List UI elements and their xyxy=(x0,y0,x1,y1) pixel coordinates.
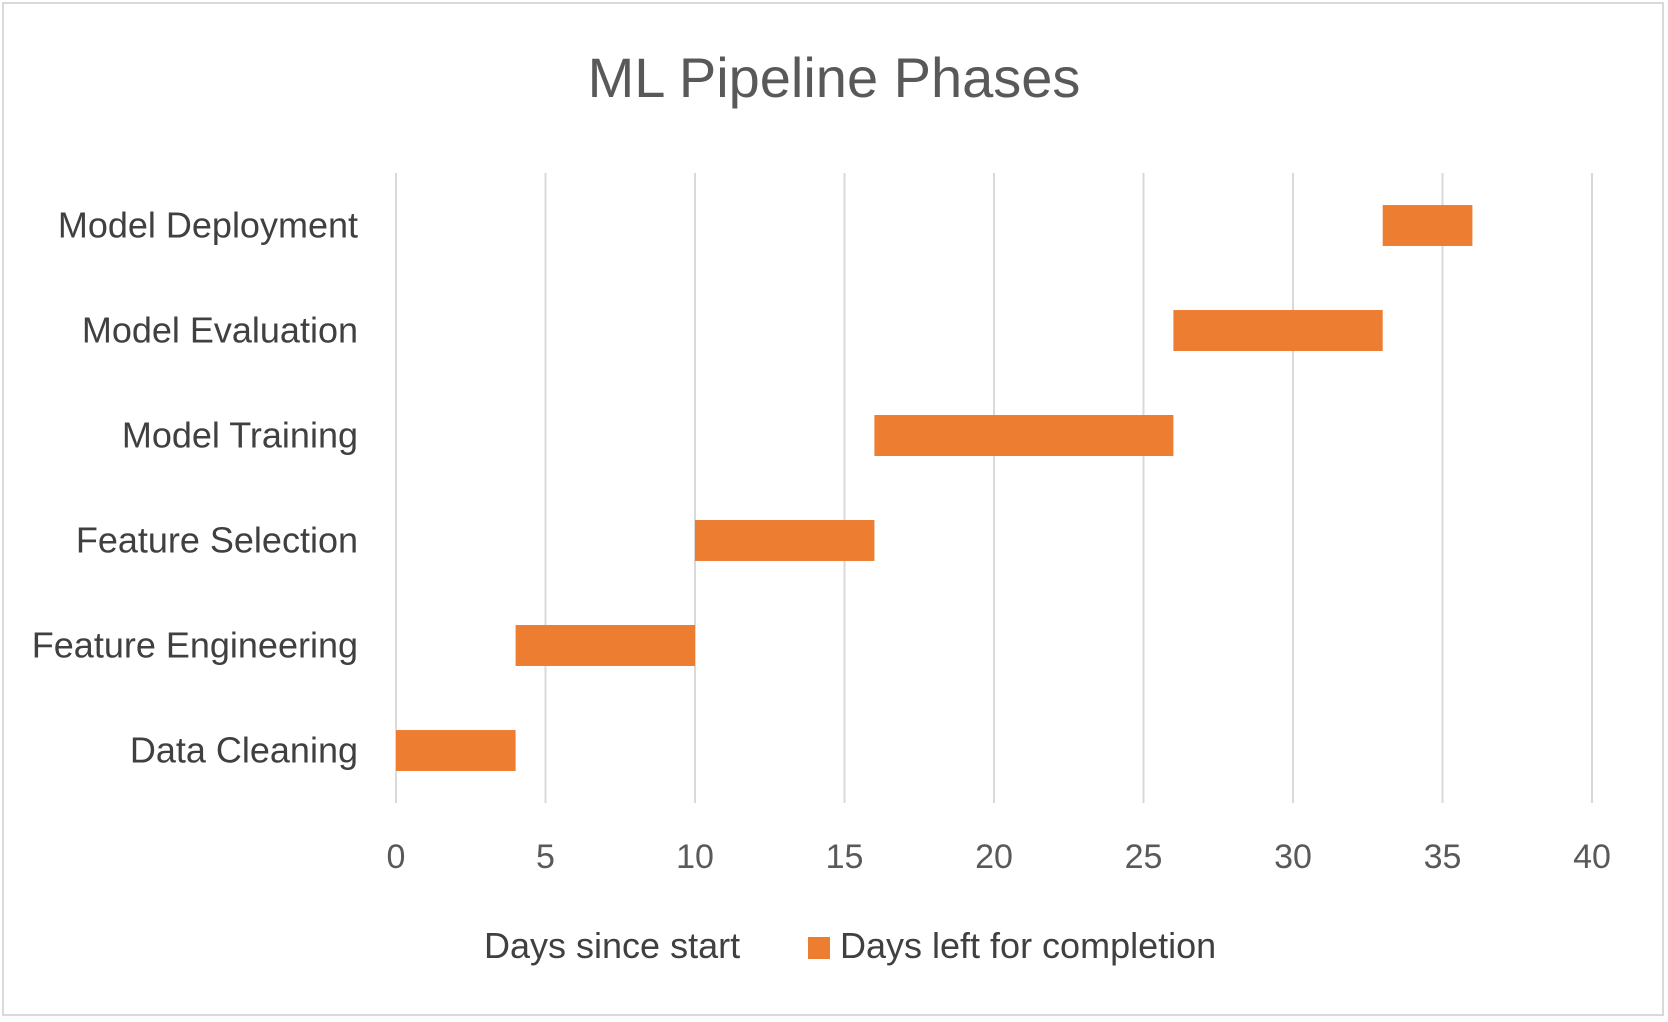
legend: Days since start Days left for completio… xyxy=(484,925,1216,966)
x-tick-label: 0 xyxy=(387,838,406,876)
bar-model-training xyxy=(874,415,1174,456)
x-tick-label: 5 xyxy=(536,838,555,876)
bar-feature-engineering xyxy=(515,625,695,666)
category-labels: Data Cleaning Feature Engineering Feature … xyxy=(32,205,358,771)
x-tick-label: 30 xyxy=(1274,838,1312,876)
chart-title: ML Pipeline Phases xyxy=(588,46,1081,109)
x-tick-label: 10 xyxy=(676,838,714,876)
bars xyxy=(396,205,1473,771)
bar-model-evaluation xyxy=(1173,310,1383,351)
category-label: Feature Engineering xyxy=(32,625,358,666)
x-tick-label: 15 xyxy=(826,838,864,876)
category-label: Model Training xyxy=(122,415,358,456)
category-label: Model Deployment xyxy=(58,205,358,246)
x-tick-labels: 0 5 10 15 20 25 30 35 40 xyxy=(387,838,1611,876)
bar-model-deployment xyxy=(1382,205,1473,246)
category-label: Feature Selection xyxy=(76,520,358,561)
legend-label-days-since-start: Days since start xyxy=(484,925,740,966)
bar-feature-selection xyxy=(695,520,875,561)
legend-swatch-days-left xyxy=(808,937,830,959)
bar-data-cleaning xyxy=(396,730,516,771)
x-tick-label: 35 xyxy=(1424,838,1462,876)
x-tick-label: 40 xyxy=(1573,838,1611,876)
gridlines xyxy=(395,173,1593,803)
category-label: Model Evaluation xyxy=(82,310,358,351)
x-tick-label: 20 xyxy=(975,838,1013,876)
legend-label-days-left: Days left for completion xyxy=(840,925,1216,966)
x-tick-label: 25 xyxy=(1125,838,1163,876)
category-label: Data Cleaning xyxy=(130,730,358,771)
